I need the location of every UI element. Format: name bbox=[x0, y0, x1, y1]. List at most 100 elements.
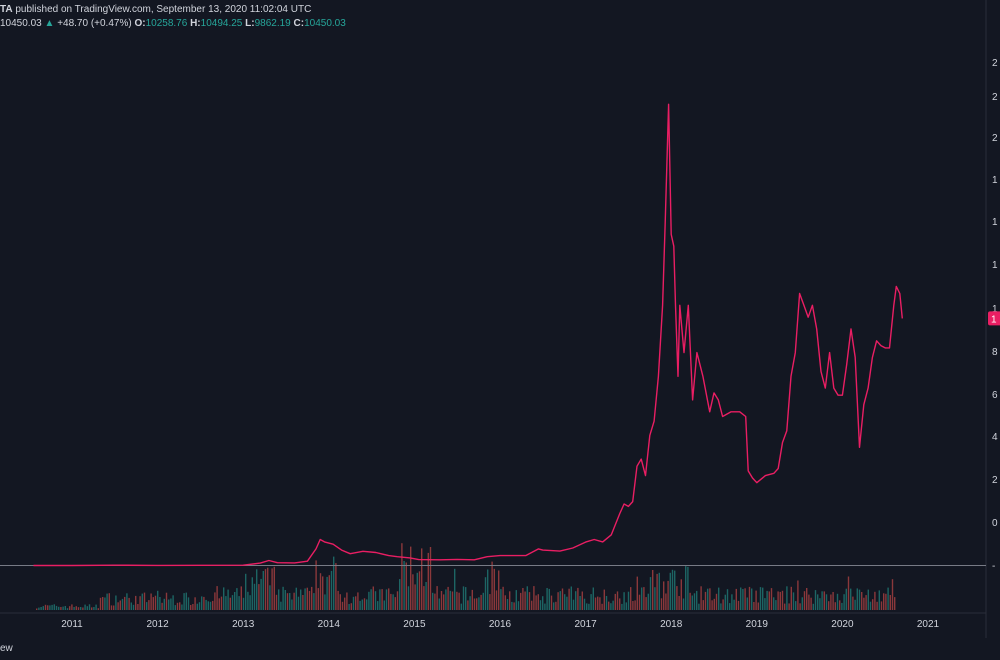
volume-bar bbox=[286, 593, 289, 610]
volume-bar bbox=[273, 566, 275, 610]
volume-bar bbox=[240, 586, 242, 610]
volume-bar bbox=[168, 599, 170, 610]
x-tick-label: 2018 bbox=[660, 619, 683, 630]
volume-bar bbox=[852, 596, 854, 610]
last-price-badge-text: 1 bbox=[991, 314, 997, 325]
volume-bar bbox=[625, 602, 627, 610]
volume-bar bbox=[113, 605, 115, 610]
volume-bar bbox=[440, 591, 443, 610]
chart-footer: ew bbox=[0, 638, 1000, 660]
volume-bar bbox=[583, 598, 586, 610]
volume-bar bbox=[627, 591, 630, 610]
volume-bar bbox=[328, 575, 330, 610]
volume-bar bbox=[148, 600, 150, 610]
volume-bar bbox=[438, 598, 440, 610]
volume-bar bbox=[363, 598, 366, 610]
volume-bar bbox=[99, 597, 102, 610]
volume-bar bbox=[689, 592, 691, 610]
volume-bar bbox=[487, 569, 489, 610]
volume-bar bbox=[392, 594, 394, 610]
volume-bar bbox=[86, 606, 88, 610]
volume-bar bbox=[80, 607, 82, 610]
volume-bar bbox=[531, 600, 533, 610]
volume-bar bbox=[748, 586, 751, 610]
volume-bar bbox=[537, 594, 539, 610]
volume-bar bbox=[146, 602, 148, 610]
volume-bar bbox=[346, 592, 348, 610]
volume-bar bbox=[53, 604, 55, 610]
volume-bar bbox=[548, 588, 550, 610]
volume-bar bbox=[550, 595, 553, 610]
volume-bar bbox=[874, 591, 876, 610]
volume-bar bbox=[597, 596, 599, 610]
volume-bar bbox=[251, 577, 253, 610]
volume-bar bbox=[462, 586, 465, 610]
volume-bar bbox=[176, 602, 179, 610]
y-tick-label: 0 bbox=[992, 518, 998, 529]
volume-bar bbox=[564, 594, 566, 610]
volume-bar bbox=[544, 603, 546, 610]
volume-bar bbox=[678, 596, 680, 610]
volume-bar bbox=[471, 589, 473, 610]
volume-bar bbox=[733, 599, 735, 610]
volume-bar bbox=[225, 596, 227, 610]
volume-bar bbox=[792, 592, 795, 610]
volume-bar bbox=[227, 589, 229, 610]
volume-bar bbox=[495, 590, 498, 610]
volume-bar bbox=[55, 605, 58, 610]
volume-bar bbox=[130, 602, 132, 610]
volume-bar bbox=[64, 606, 66, 610]
volume-bar bbox=[194, 597, 196, 610]
volume-bar bbox=[894, 597, 896, 610]
price-series-line bbox=[33, 103, 903, 567]
volume-bar bbox=[143, 592, 146, 610]
volume-bar bbox=[192, 604, 194, 610]
volume-bar bbox=[801, 597, 803, 610]
volume-bar bbox=[775, 600, 777, 610]
volume-bar bbox=[394, 597, 396, 610]
volume-bar bbox=[117, 602, 119, 610]
volume-bar bbox=[856, 588, 858, 610]
volume-bar bbox=[568, 588, 570, 610]
volume-bar bbox=[388, 588, 390, 610]
volume-bar bbox=[247, 591, 249, 610]
volume-bar bbox=[355, 596, 357, 610]
publish-info: TA published on TradingView.com, Septemb… bbox=[0, 3, 311, 16]
volume-bar bbox=[674, 570, 676, 610]
volume-bar bbox=[680, 579, 682, 610]
volume-bar bbox=[638, 594, 641, 610]
volume-bar bbox=[790, 586, 792, 610]
volume-bar bbox=[425, 582, 427, 610]
volume-bar bbox=[845, 588, 847, 610]
volume-bar bbox=[698, 603, 700, 610]
volume-bar bbox=[691, 595, 693, 610]
volume-bar bbox=[308, 591, 311, 610]
volume-bar bbox=[803, 591, 806, 610]
volume-bar bbox=[357, 592, 359, 610]
volume-bar bbox=[570, 586, 572, 610]
volume-bar bbox=[38, 607, 40, 610]
volume-bar bbox=[577, 587, 579, 610]
volume-bar bbox=[451, 591, 454, 610]
volume-bar bbox=[91, 607, 93, 610]
volume-bar bbox=[436, 586, 438, 610]
y-tick-label: 2 bbox=[992, 133, 998, 144]
volume-bar bbox=[429, 547, 432, 610]
volume-bar bbox=[581, 591, 583, 610]
volume-bar bbox=[216, 586, 218, 610]
volume-bar bbox=[693, 593, 696, 610]
volume-bar bbox=[504, 595, 506, 610]
volume-bar bbox=[735, 588, 737, 610]
volume-bar bbox=[445, 589, 447, 610]
x-tick-label: 2015 bbox=[403, 619, 426, 630]
volume-bar bbox=[139, 596, 141, 610]
volume-bar bbox=[799, 603, 801, 610]
volume-bar bbox=[784, 603, 786, 610]
volume-bar bbox=[368, 591, 370, 610]
volume-bar bbox=[352, 596, 355, 610]
volume-bar bbox=[850, 588, 852, 610]
volume-bar bbox=[469, 596, 471, 610]
volume-bar bbox=[315, 560, 317, 610]
y-tick-label: 8 bbox=[992, 347, 998, 358]
